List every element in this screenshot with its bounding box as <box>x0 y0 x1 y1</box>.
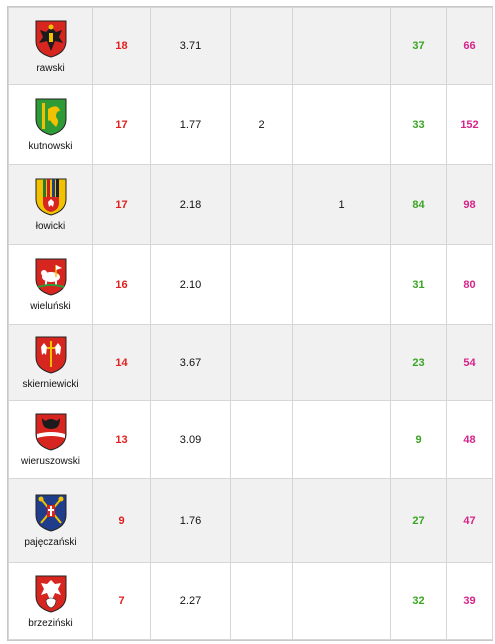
value-d <box>292 324 391 401</box>
county-name: wieruszowski <box>21 456 80 467</box>
county-cell: brzeziński <box>8 562 93 640</box>
value-a: 16 <box>92 244 151 325</box>
value-c <box>230 562 293 640</box>
value-b: 2.18 <box>150 164 231 245</box>
value-d <box>292 84 391 165</box>
value-d <box>292 244 391 325</box>
value-d: 1 <box>292 164 391 245</box>
county-cell: rawski <box>8 7 93 85</box>
value-e: 27 <box>390 478 447 563</box>
county-name: łowicki <box>35 221 66 232</box>
coat-of-arms-rawski-icon <box>35 20 66 58</box>
table-row: skierniewicki 14 3.67 23 54 <box>8 324 493 401</box>
value-f: 152 <box>446 84 493 165</box>
value-b: 3.71 <box>150 7 231 85</box>
coat-of-arms-kutnowski-icon <box>35 98 66 136</box>
value-f: 98 <box>446 164 493 245</box>
coat-of-arms-skierniewicki-icon <box>35 336 66 374</box>
value-f: 48 <box>446 400 493 479</box>
value-c <box>230 400 293 479</box>
value-d <box>292 7 391 85</box>
value-a: 14 <box>92 324 151 401</box>
value-f: 54 <box>446 324 493 401</box>
value-f: 47 <box>446 478 493 563</box>
coat-of-arms-wieruszowski-icon <box>35 413 66 451</box>
value-f: 39 <box>446 562 493 640</box>
value-f: 80 <box>446 244 493 325</box>
value-e: 9 <box>390 400 447 479</box>
county-cell: łowicki <box>8 164 93 245</box>
table-row: rawski 18 3.71 37 66 <box>8 7 493 85</box>
county-name: brzeziński <box>28 617 73 629</box>
value-c <box>230 7 293 85</box>
value-b: 2.27 <box>150 562 231 640</box>
county-name: wieluński <box>30 301 71 312</box>
table-row: wieruszowski 13 3.09 9 48 <box>8 400 493 479</box>
county-name: kutnowski <box>28 141 73 152</box>
value-a: 13 <box>92 400 151 479</box>
value-a: 18 <box>92 7 151 85</box>
table-row: pajęczański 9 1.76 27 47 <box>8 478 493 563</box>
value-d <box>292 562 391 640</box>
value-a: 17 <box>92 164 151 245</box>
coat-of-arms-brzezinski-icon <box>35 575 66 613</box>
value-d <box>292 400 391 479</box>
value-a: 17 <box>92 84 151 165</box>
coat-of-arms-pajeczanski-icon <box>35 494 66 532</box>
county-cell: skierniewicki <box>8 324 93 401</box>
coat-of-arms-lowicki-icon <box>35 178 66 216</box>
value-c <box>230 478 293 563</box>
county-cell: wieluński <box>8 244 93 325</box>
value-b: 1.77 <box>150 84 231 165</box>
value-e: 32 <box>390 562 447 640</box>
value-e: 33 <box>390 84 447 165</box>
value-c <box>230 324 293 401</box>
value-c <box>230 244 293 325</box>
value-b: 1.76 <box>150 478 231 563</box>
value-c <box>230 164 293 245</box>
table-row: kutnowski 17 1.77 2 33 152 <box>8 84 493 165</box>
table-row: brzeziński 7 2.27 32 39 <box>8 562 493 640</box>
value-d <box>292 478 391 563</box>
value-b: 2.10 <box>150 244 231 325</box>
county-name: pajęczański <box>24 537 77 548</box>
value-e: 23 <box>390 324 447 401</box>
table-row: wieluński 16 2.10 31 80 <box>8 244 493 325</box>
value-f: 66 <box>446 7 493 85</box>
county-name: skierniewicki <box>22 379 79 390</box>
county-cell: pajęczański <box>8 478 93 563</box>
results-table: rawski 18 3.71 37 66 kutnowski 17 1.77 2 <box>8 7 493 640</box>
value-a: 9 <box>92 478 151 563</box>
county-name: rawski <box>36 62 65 74</box>
value-b: 3.09 <box>150 400 231 479</box>
value-e: 37 <box>390 7 447 85</box>
results-table-wrapper: rawski 18 3.71 37 66 kutnowski 17 1.77 2 <box>7 6 493 641</box>
coat-of-arms-wielunski-icon <box>35 258 66 296</box>
county-cell: kutnowski <box>8 84 93 165</box>
table-row: łowicki 17 2.18 1 84 98 <box>8 164 493 245</box>
value-e: 31 <box>390 244 447 325</box>
value-c: 2 <box>230 84 293 165</box>
value-a: 7 <box>92 562 151 640</box>
county-cell: wieruszowski <box>8 400 93 479</box>
value-e: 84 <box>390 164 447 245</box>
value-b: 3.67 <box>150 324 231 401</box>
